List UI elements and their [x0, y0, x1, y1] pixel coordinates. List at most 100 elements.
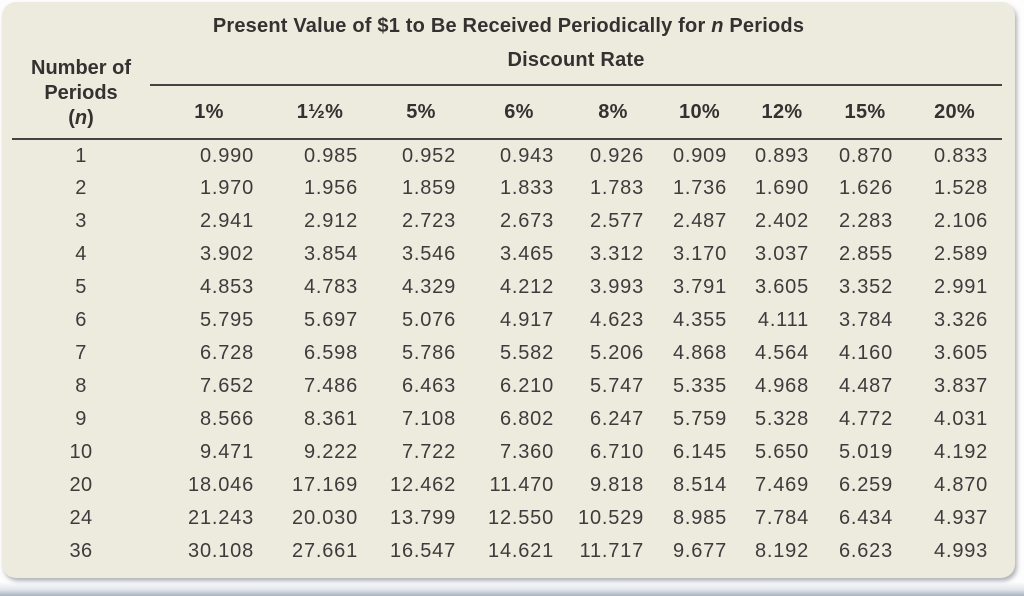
periods-column-header: Number of Periods (n) [12, 49, 150, 140]
pv-factor-cell: 3.784 [838, 309, 893, 331]
pv-annuity-table: Number of Periods (n) Discount Rate 1% 1½… [12, 49, 1003, 568]
pv-factor-cell: 5.335 [672, 375, 727, 397]
pv-factor-cell: 0.990 [199, 144, 254, 167]
pv-factor-cell: 2.589 [934, 243, 989, 265]
pv-factor-cell: 3.326 [934, 309, 989, 331]
pv-factor-cell: 3.170 [672, 243, 727, 265]
pv-factor-cell: 4.917 [499, 309, 554, 331]
group-header-row: Number of Periods (n) Discount Rate [12, 49, 1003, 140]
pv-factor-cell: 0.943 [499, 144, 554, 167]
pv-factor-cell: 3.037 [754, 243, 809, 265]
rate-column-header: 10% [658, 85, 741, 140]
pv-factor-cell: 12.462 [390, 474, 456, 496]
pv-factor-cell: 4.783 [303, 276, 358, 298]
pv-factor-cell: 2.941 [199, 210, 254, 232]
pv-factor-cell: 2.106 [934, 210, 989, 232]
pv-factor-cell: 4.487 [838, 375, 893, 397]
pv-factor-cell: 4.937 [934, 507, 989, 529]
periods-cell: 4 [75, 243, 87, 265]
pv-factor-cell: 6.210 [499, 375, 554, 397]
pv-factor-cell: 4.212 [499, 276, 554, 298]
pv-factor-cell: 2.673 [499, 210, 554, 232]
pv-factor-cell: 4.031 [934, 408, 989, 430]
pv-factor-cell: 1.859 [401, 177, 456, 199]
rate-column-header: 1½% [268, 85, 372, 140]
pv-factor-cell: 0.985 [303, 144, 358, 167]
pv-factor-cell: 0.952 [401, 144, 456, 167]
pv-factor-cell: 1.690 [754, 177, 809, 199]
pv-factor-cell: 7.486 [303, 375, 358, 397]
pv-factor-cell: 2.577 [589, 210, 644, 232]
rate-column-header: 20% [907, 85, 1003, 140]
pv-factor-cell: 0.926 [589, 144, 644, 167]
pv-factor-cell: 1.956 [303, 177, 358, 199]
pv-factor-cell: 14.621 [488, 540, 554, 562]
pv-factor-cell: 4.870 [934, 474, 989, 496]
table-row: 1 0.990 0.985 0.952 0.943 0.926 0.909 0.893 0.87… [12, 139, 1002, 172]
pv-factor-cell: 10.529 [578, 507, 644, 529]
rate-column-header: 5% [372, 85, 470, 140]
title-suffix: Periods [723, 15, 805, 37]
pv-factor-cell: 8.192 [754, 540, 809, 562]
pv-factor-cell: 4.329 [401, 276, 456, 298]
pv-factor-cell: 27.661 [292, 540, 358, 562]
pv-factor-cell: 6.623 [838, 540, 893, 562]
pv-factor-cell: 2.487 [672, 210, 727, 232]
pv-factor-cell: 7.360 [499, 441, 554, 463]
pv-factor-cell: 3.605 [754, 276, 809, 298]
pv-factor-cell: 12.550 [488, 507, 554, 529]
pv-factor-cell: 0.833 [934, 144, 989, 167]
pv-factor-cell: 3.605 [934, 342, 989, 364]
pv-factor-cell: 3.546 [401, 243, 456, 265]
periods-cell: 3 [75, 210, 87, 232]
title-text: Present Value of $1 to Be Received Perio… [212, 15, 712, 37]
pv-factor-cell: 3.791 [672, 276, 727, 298]
pv-factor-cell: 1.528 [934, 177, 989, 199]
pv-factor-cell: 6.434 [838, 507, 893, 529]
pv-factor-cell: 4.355 [672, 309, 727, 331]
pv-factor-cell: 2.855 [838, 243, 893, 265]
pv-factor-cell: 3.312 [589, 243, 644, 265]
pv-factor-cell: 4.772 [838, 408, 893, 430]
pv-factor-cell: 6.802 [499, 408, 554, 430]
pv-factor-cell: 5.328 [754, 408, 809, 430]
table-row: 20 18.046 17.169 12.462 11.470 9.818 8.514 7.46… [12, 469, 1002, 502]
table-row: 4 3.902 3.854 3.546 3.465 3.312 3.170 3.037 2.85… [12, 238, 1002, 271]
periods-header-n: (n) [68, 107, 94, 129]
pv-factor-cell: 4.993 [934, 540, 989, 562]
pv-factor-cell: 5.697 [303, 309, 358, 331]
pv-factor-cell: 8.361 [303, 408, 358, 430]
pv-factor-cell: 1.783 [589, 177, 644, 199]
pv-factor-cell: 2.283 [838, 210, 893, 232]
pv-factor-cell: 8.514 [672, 474, 727, 496]
title-n-italic: n [711, 15, 724, 37]
pv-factor-cell: 1.833 [499, 177, 554, 199]
periods-header-line2: Periods [44, 82, 118, 104]
table-row: 3 2.941 2.912 2.723 2.673 2.577 2.487 2.402 2.28… [12, 205, 1002, 238]
pv-factor-cell: 4.853 [199, 276, 254, 298]
pv-factor-cell: 11.717 [579, 540, 644, 562]
pv-factor-cell: 0.909 [672, 144, 727, 167]
pv-factor-cell: 1.970 [199, 177, 254, 199]
pv-factor-cell: 7.652 [199, 375, 254, 397]
rate-column-header: 15% [823, 85, 907, 140]
pv-factor-cell: 16.547 [390, 540, 456, 562]
pv-factor-cell: 0.870 [838, 144, 893, 167]
pv-factor-cell: 3.465 [499, 243, 554, 265]
table-row: 36 30.108 27.661 16.547 14.621 11.717 9.677 8.1… [12, 535, 1002, 568]
pv-factor-cell: 1.626 [838, 177, 893, 199]
pv-factor-cell: 3.352 [838, 276, 893, 298]
pv-factor-cell: 20.030 [292, 507, 358, 529]
pv-factor-cell: 5.019 [838, 441, 893, 463]
periods-cell: 8 [75, 375, 87, 397]
pv-factor-cell: 4.968 [754, 375, 809, 397]
periods-cell: 20 [69, 474, 93, 496]
pv-factor-cell: 9.222 [303, 441, 358, 463]
pv-factor-cell: 7.784 [754, 507, 809, 529]
periods-cell: 2 [75, 177, 87, 199]
table-row: 2 1.970 1.956 1.859 1.833 1.783 1.736 1.690 1.62… [12, 172, 1002, 205]
pv-factor-cell: 7.469 [754, 474, 809, 496]
rate-column-header: 12% [741, 85, 823, 140]
pv-factor-cell: 18.046 [188, 474, 254, 496]
pv-factor-cell: 5.747 [589, 375, 644, 397]
